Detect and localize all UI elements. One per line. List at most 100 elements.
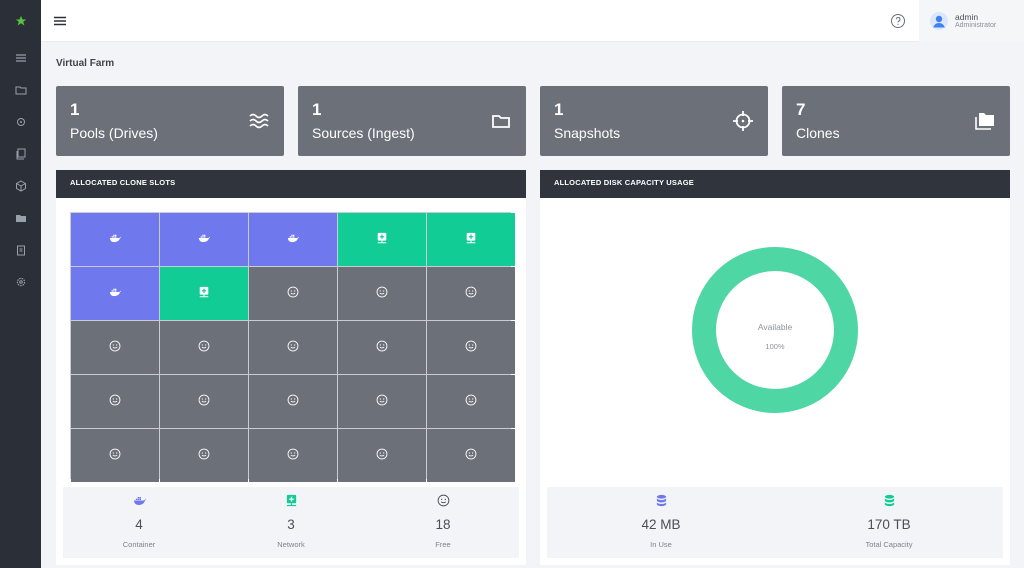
- sidebar: [0, 0, 41, 568]
- summary-free: 18 Free: [367, 487, 519, 558]
- slot-network[interactable]: [338, 213, 426, 266]
- smiley-icon: [376, 393, 388, 411]
- slot-free[interactable]: [427, 375, 515, 428]
- stat-label: Pools (Drives): [70, 125, 158, 141]
- stat-card-clones[interactable]: 7 Clones: [782, 86, 1010, 156]
- sidebar-target-icon[interactable]: [12, 113, 29, 130]
- slot-free[interactable]: [249, 267, 337, 320]
- app-logo-icon[interactable]: [12, 12, 29, 29]
- slot-free[interactable]: [338, 267, 426, 320]
- slot-free[interactable]: [71, 375, 159, 428]
- stat-value: 1: [70, 100, 80, 119]
- slot-container[interactable]: [71, 213, 159, 266]
- summary-label: Free: [435, 540, 451, 549]
- smiley-icon: [376, 447, 388, 465]
- smiley-icon: [109, 447, 121, 465]
- stat-value: 1: [312, 100, 322, 119]
- docker-icon: [109, 285, 121, 303]
- smiley-icon: [376, 339, 388, 357]
- slot-free[interactable]: [249, 375, 337, 428]
- slot-free[interactable]: [160, 429, 248, 482]
- smiley-icon: [437, 494, 450, 507]
- donut-label: Available: [757, 322, 793, 332]
- user-role: Administrator: [955, 21, 997, 29]
- summary-value: 170 TB: [867, 517, 911, 532]
- summary-container: 4 Container: [63, 487, 215, 558]
- slot-container[interactable]: [71, 267, 159, 320]
- help-icon[interactable]: [890, 13, 906, 29]
- sidebar-settings-icon[interactable]: [12, 273, 29, 290]
- network-icon: [376, 231, 388, 249]
- smiley-icon: [109, 339, 121, 357]
- disk-summary: 42 MB In Use 170 TB Total Capacity: [547, 487, 1003, 558]
- smiley-icon: [109, 393, 121, 411]
- summary-label: Container: [122, 540, 156, 549]
- database-icon: [884, 494, 895, 507]
- summary-value: 4: [135, 517, 143, 532]
- user-name: admin: [955, 11, 979, 22]
- smiley-icon: [465, 447, 477, 465]
- stat-card-sources[interactable]: 1 Sources (Ingest): [298, 86, 526, 156]
- waves-icon: [249, 113, 269, 129]
- slot-free[interactable]: [160, 321, 248, 374]
- donut-slice-available[interactable]: [692, 247, 858, 413]
- user-menu[interactable]: admin Administrator: [919, 0, 1024, 42]
- smiley-icon: [287, 447, 299, 465]
- page-title: Virtual Farm: [56, 58, 115, 69]
- slot-free[interactable]: [249, 321, 337, 374]
- summary-label: In Use: [650, 540, 672, 549]
- stat-value: 1: [554, 100, 564, 119]
- slot-free[interactable]: [338, 375, 426, 428]
- database-icon: [656, 494, 667, 507]
- slots-summary: 4 Container 3 Network 18 Free: [63, 487, 519, 558]
- panel-title: ALLOCATED DISK CAPACITY USAGE: [540, 170, 1010, 198]
- summary-value: 18: [435, 517, 451, 532]
- stat-value: 7: [796, 100, 806, 119]
- slot-free[interactable]: [338, 321, 426, 374]
- slot-free[interactable]: [427, 429, 515, 482]
- disk-capacity-panel: ALLOCATED DISK CAPACITY USAGE Available …: [540, 170, 1010, 565]
- sidebar-folder-open-icon[interactable]: [12, 209, 29, 226]
- slot-container[interactable]: [249, 213, 337, 266]
- smiley-icon: [198, 447, 210, 465]
- slot-free[interactable]: [427, 267, 515, 320]
- slot-network[interactable]: [160, 267, 248, 320]
- network-icon: [465, 231, 477, 249]
- network-icon: [286, 494, 297, 507]
- summary-total-capacity: 170 TB Total Capacity: [775, 487, 1003, 558]
- smiley-icon: [287, 285, 299, 303]
- sidebar-menu-list-icon[interactable]: [12, 49, 29, 66]
- hamburger-menu-icon[interactable]: [53, 14, 67, 28]
- topbar: admin Administrator: [41, 0, 1024, 42]
- stat-card-snapshots[interactable]: 1 Snapshots: [540, 86, 768, 156]
- smiley-icon: [465, 393, 477, 411]
- summary-label: Total Capacity: [865, 540, 913, 549]
- stat-card-pools[interactable]: 1 Pools (Drives): [56, 86, 284, 156]
- smiley-icon: [198, 393, 210, 411]
- donut-percent: 100%: [765, 342, 785, 351]
- sidebar-clipboard-icon[interactable]: [12, 241, 29, 258]
- slot-container[interactable]: [160, 213, 248, 266]
- slot-free[interactable]: [427, 321, 515, 374]
- docker-icon: [287, 231, 299, 249]
- sidebar-folder-icon[interactable]: [12, 81, 29, 98]
- slot-network[interactable]: [427, 213, 515, 266]
- smiley-icon: [287, 393, 299, 411]
- smiley-icon: [287, 339, 299, 357]
- capacity-donut-chart: [692, 247, 858, 413]
- network-icon: [198, 285, 210, 303]
- sidebar-copy-icon[interactable]: [12, 145, 29, 162]
- smiley-icon: [465, 285, 477, 303]
- smiley-icon: [465, 339, 477, 357]
- sidebar-cube-icon[interactable]: [12, 177, 29, 194]
- avatar: [930, 12, 948, 30]
- slot-free[interactable]: [160, 375, 248, 428]
- slot-free[interactable]: [71, 429, 159, 482]
- summary-value: 42 MB: [641, 517, 681, 532]
- slot-free[interactable]: [249, 429, 337, 482]
- summary-value: 3: [287, 517, 295, 532]
- slot-free[interactable]: [71, 321, 159, 374]
- slot-free[interactable]: [338, 429, 426, 482]
- stat-label: Snapshots: [554, 125, 621, 141]
- summary-label: Network: [277, 540, 305, 549]
